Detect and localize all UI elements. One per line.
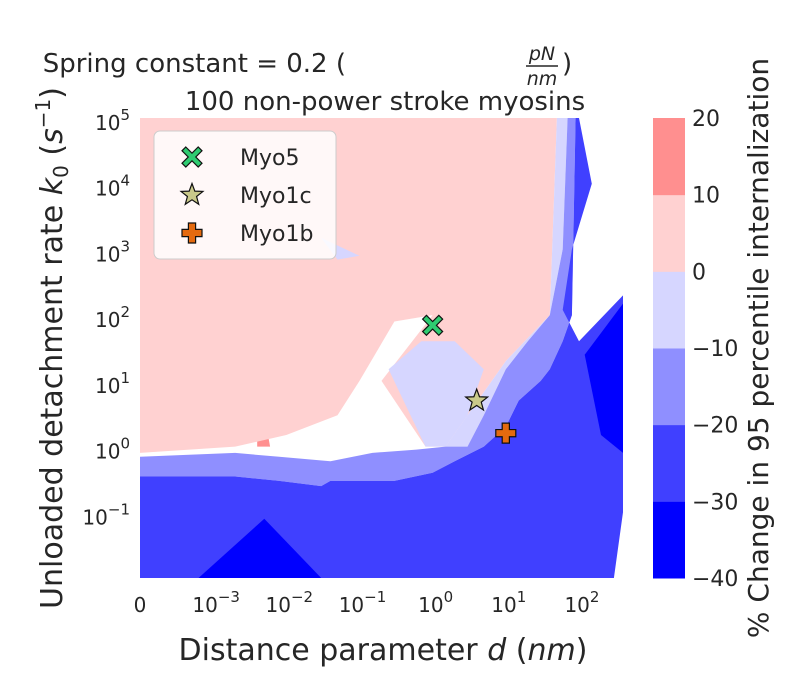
colorbar-tick-label: 10: [692, 184, 720, 209]
x-tick-label: 10−3: [192, 588, 240, 617]
legend-marker-myo5: [181, 146, 203, 168]
title-line1-suffix: ): [562, 49, 572, 79]
colorbar-band: [653, 194, 685, 272]
x-tick-label: 100: [418, 588, 453, 617]
legend-label-myo5: Myo5: [240, 146, 299, 171]
legend-label-myo1c: Myo1c: [240, 184, 312, 209]
contour-region-level-3-1: [388, 341, 484, 447]
x-tick-label: 10−2: [266, 588, 314, 617]
y-tick-label: 103: [95, 237, 130, 266]
chart-title: Spring constant = 0.2 ( pN nm ) 100 non-…: [43, 43, 585, 117]
colorbar-tick-label: −10: [692, 337, 738, 362]
myosin-points: [421, 314, 517, 444]
y-tick-label: 105: [95, 106, 130, 135]
y-tick-label: 102: [95, 303, 130, 332]
x-tick-label: 102: [564, 588, 599, 617]
colorbar-tick-label: 0: [692, 260, 706, 285]
legend-marker-myo1b: [181, 222, 203, 244]
legend-label-myo1b: Myo1b: [240, 222, 313, 247]
contour-region-level-1-0: [140, 118, 623, 578]
colorbar-label: % Change in 95 percentile internalizatio…: [742, 58, 775, 638]
colorbar-band: [653, 118, 685, 196]
x-tick-label: 101: [491, 588, 526, 617]
x-tick-label: 0: [134, 593, 147, 617]
y-tick-label: 100: [95, 435, 130, 464]
contour-region-level-0-0: [198, 518, 322, 578]
legend: Myo5 Myo1c Myo1b: [153, 130, 337, 260]
colorbar-band: [653, 271, 685, 349]
title-line1-prefix: Spring constant = 0.2 (: [43, 49, 346, 79]
colorbar: −40 −30 −20 −10 0 10 20: [653, 107, 738, 592]
contour-region-level-0-1: [584, 303, 623, 453]
title-unit-numerator: pN: [528, 43, 555, 65]
colorbar-tick-label: −30: [692, 490, 738, 515]
title-unit-denominator: nm: [527, 68, 558, 90]
marker-myo5: [421, 314, 444, 337]
x-axis-label: Distance parameter d (nm): [179, 633, 588, 668]
marker-myo1c: [464, 387, 490, 412]
colorbar-band: [653, 424, 685, 502]
y-axis-ticks: 10−1 100 101 102 103 104 105: [82, 106, 130, 529]
colorbar-tick-label: 20: [692, 107, 720, 132]
colorbar-band: [653, 348, 685, 426]
colorbar-tick-label: −40: [692, 567, 738, 592]
legend-marker-myo1c: [179, 181, 205, 206]
title-line2: 100 non-power stroke myosins: [185, 87, 585, 117]
colorbar-tick-label: −20: [692, 414, 738, 439]
x-axis-ticks: 0 10−3 10−2 10−1 100 101 102: [134, 588, 600, 617]
y-tick-label: 101: [95, 369, 130, 398]
y-tick-label: 10−1: [82, 500, 130, 529]
x-tick-label: 10−1: [339, 588, 387, 617]
marker-myo1b: [495, 422, 517, 444]
colorbar-band: [653, 501, 685, 579]
y-tick-label: 104: [95, 172, 130, 201]
y-axis-label: Unloaded detachment rate k0 (s−1): [31, 87, 73, 609]
